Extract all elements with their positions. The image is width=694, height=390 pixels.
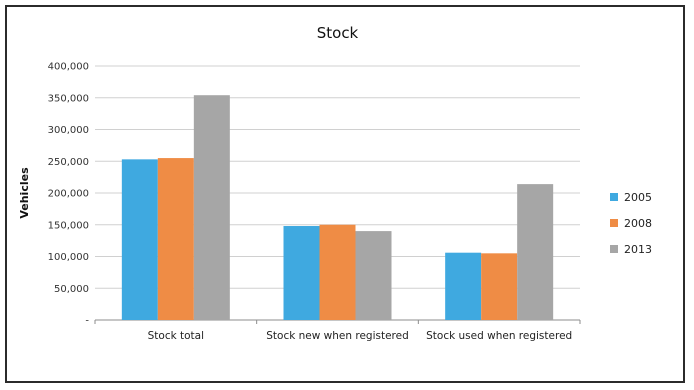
legend-label: 2013 [624,243,652,256]
x-tick-label: Stock used when registered [426,330,572,342]
y-tick-label: 100,000 [48,252,89,263]
bar-2008 [481,253,518,320]
legend-swatch-2013 [610,245,618,253]
x-tick-label: Stock new when registered [266,330,409,342]
bar-2008 [157,158,194,320]
bar-2013 [355,231,392,320]
bar-2013 [193,95,230,321]
bar-2013 [517,184,554,320]
bar-2005 [121,159,158,320]
y-tick-label: 400,000 [48,62,89,73]
legend-label: 2005 [624,191,652,204]
bar-2005 [283,226,320,320]
y-tick-label: 250,000 [48,157,89,168]
y-tick-label: 150,000 [48,220,89,231]
bar-2005 [445,252,482,320]
y-tick-label: 300,000 [48,125,89,136]
y-tick-label: 50,000 [54,284,89,295]
legend-swatch-2005 [610,193,618,201]
chart-title: Stock [317,24,359,42]
y-axis-label: Vehicles [18,167,31,219]
y-tick-label: - [85,316,89,327]
x-tick-label: Stock total [148,330,204,342]
legend-swatch-2008 [610,219,618,227]
legend-label: 2008 [624,217,652,230]
y-tick-label: 350,000 [48,93,89,104]
bar-2008 [319,224,356,320]
y-tick-label: 200,000 [48,189,89,200]
